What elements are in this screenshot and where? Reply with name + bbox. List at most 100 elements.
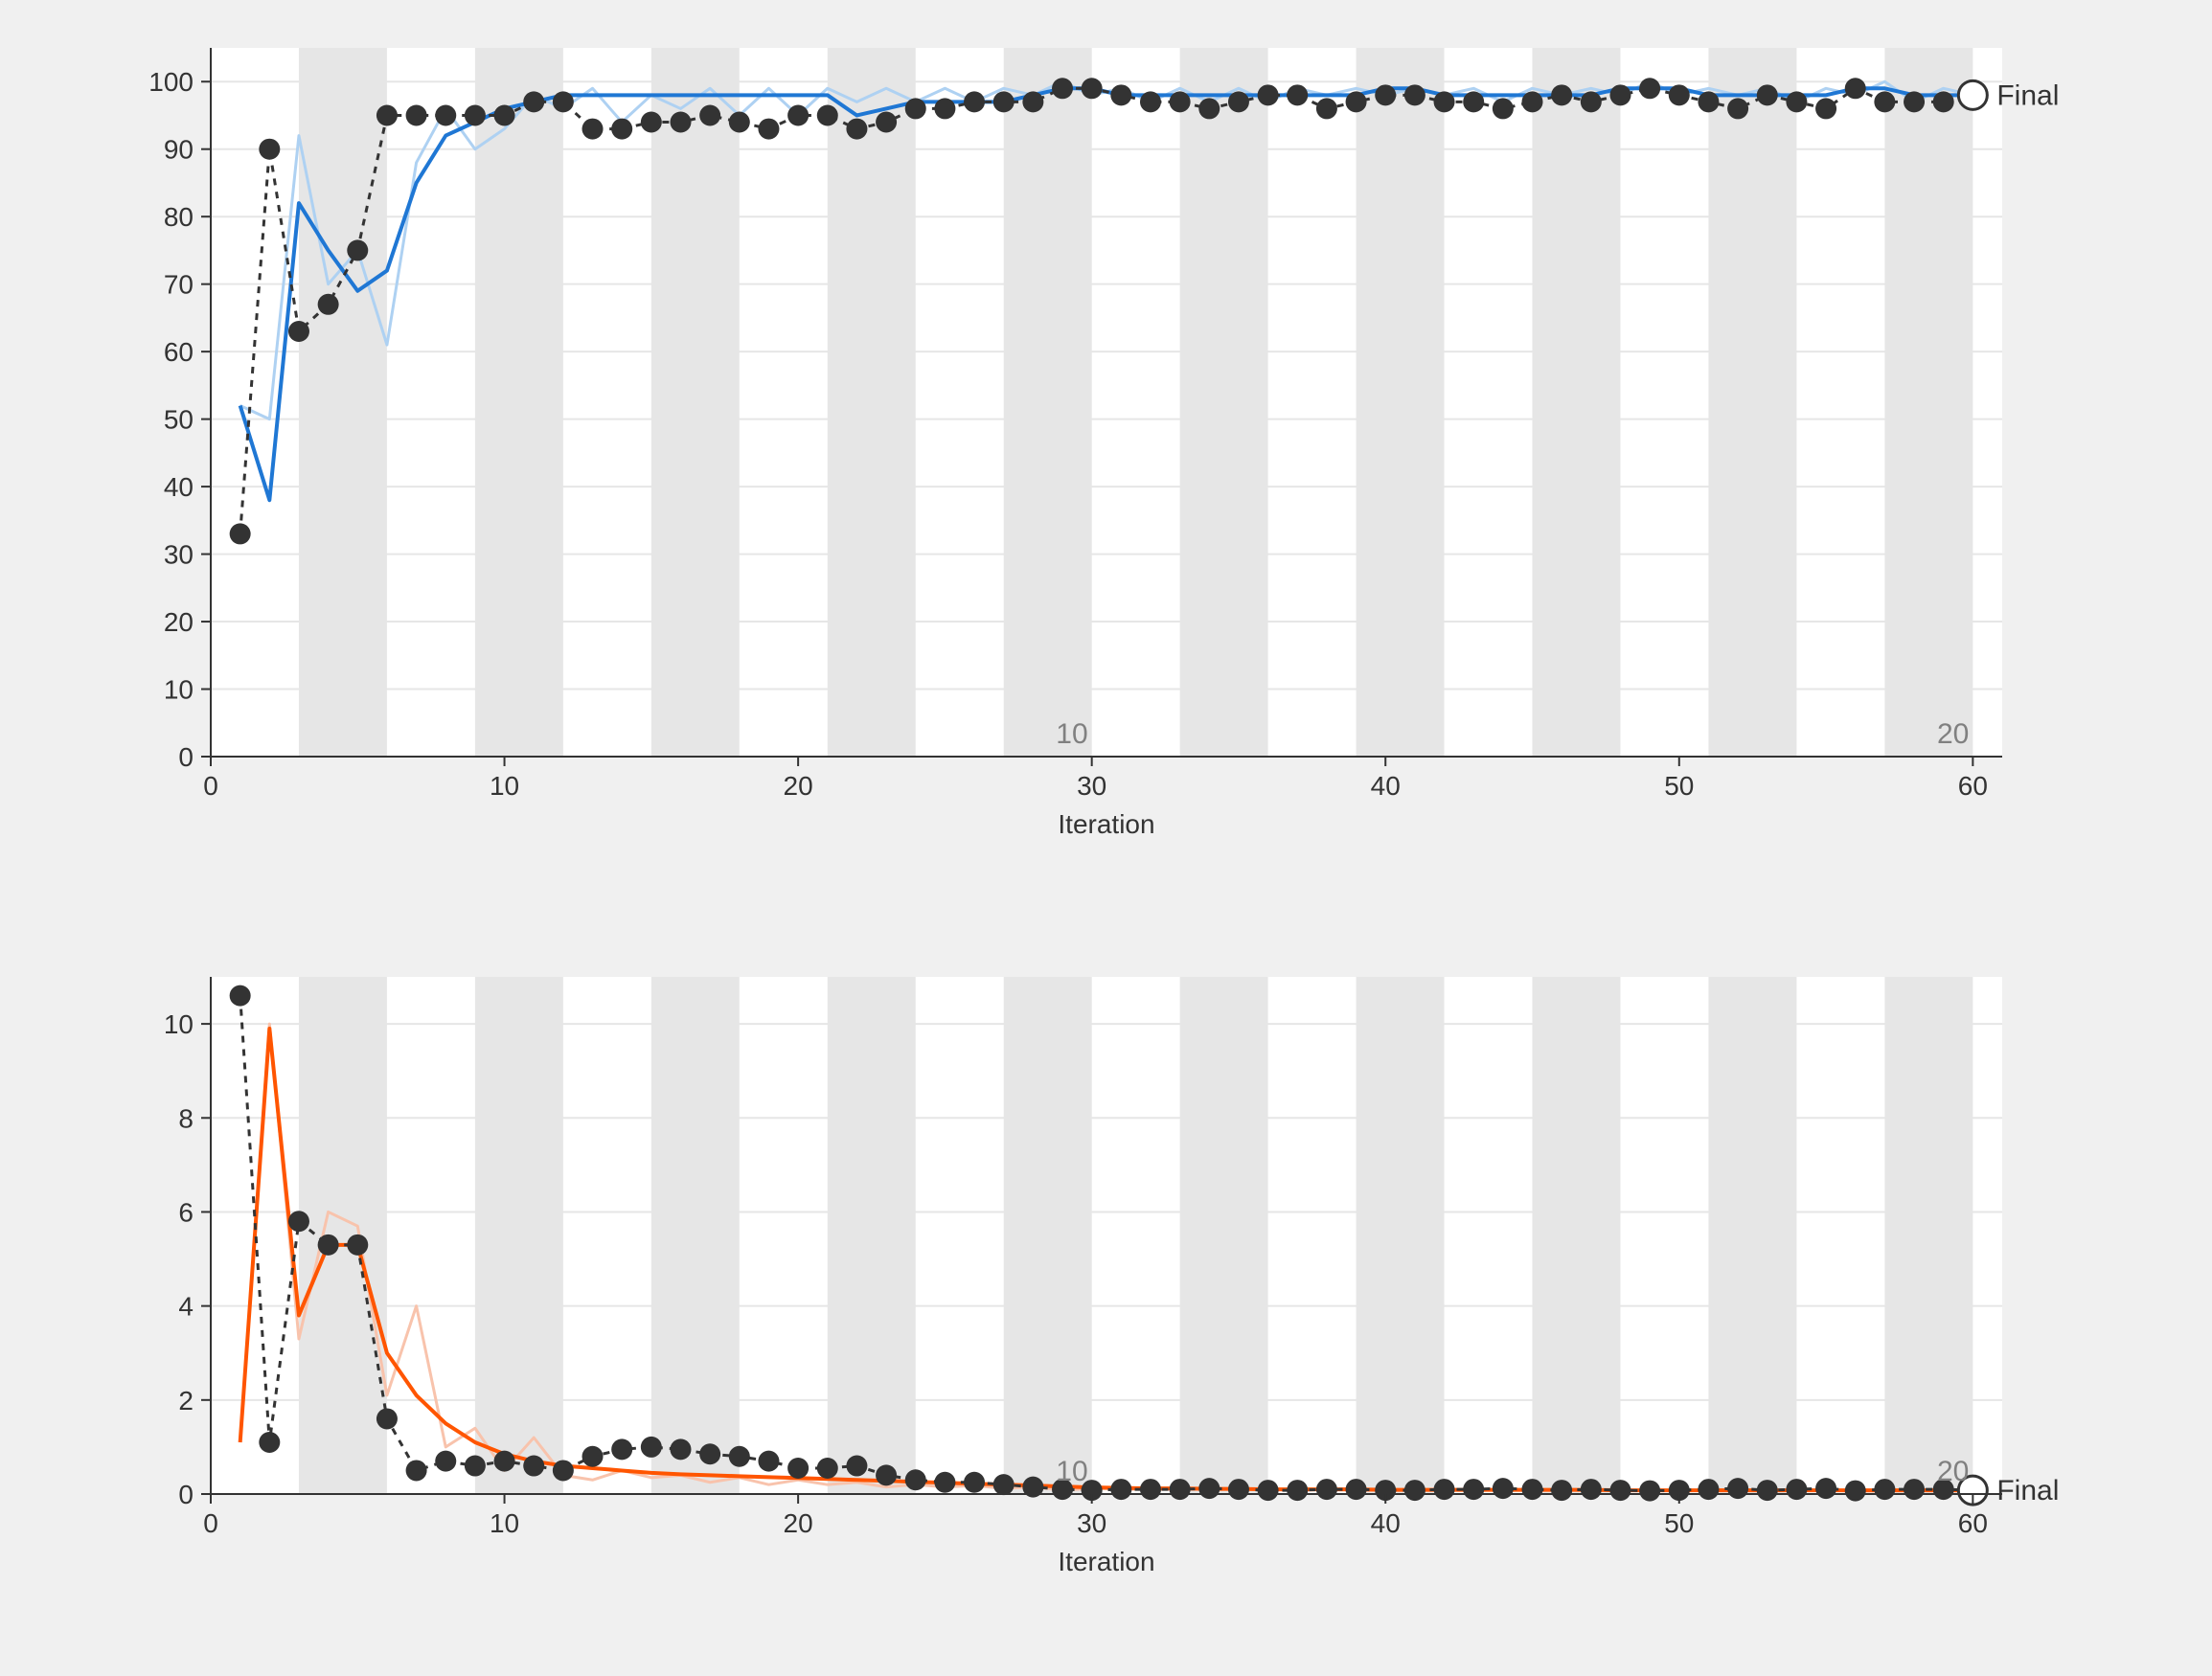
validation-marker (641, 112, 662, 133)
validation-marker (876, 1464, 897, 1485)
validation-marker (465, 104, 486, 125)
epoch-band (1533, 48, 1621, 757)
validation-marker (993, 91, 1015, 112)
validation-marker (1669, 84, 1690, 105)
validation-marker (1581, 91, 1602, 112)
validation-marker (318, 1234, 339, 1256)
validation-marker (1110, 84, 1131, 105)
validation-marker (1228, 91, 1249, 112)
y-tick-label: 4 (178, 1292, 194, 1322)
validation-marker (1815, 1478, 1836, 1499)
validation-marker (993, 1474, 1015, 1495)
epoch-band (1180, 48, 1268, 757)
validation-marker (1874, 91, 1895, 112)
epoch-band (475, 48, 563, 757)
validation-marker (376, 1408, 398, 1429)
x-tick-label: 50 (1664, 1508, 1694, 1538)
validation-marker (729, 1446, 750, 1467)
validation-marker (376, 104, 398, 125)
validation-marker (699, 1443, 720, 1464)
final-label: Final (1996, 1475, 2059, 1506)
x-tick-label: 50 (1664, 771, 1694, 801)
validation-marker (964, 91, 985, 112)
validation-marker (1052, 78, 1073, 99)
y-tick-label: 60 (164, 337, 194, 367)
validation-marker (934, 98, 955, 119)
validation-marker (611, 1438, 632, 1460)
y-tick-label: 50 (164, 405, 194, 435)
validation-marker (787, 1458, 809, 1479)
validation-marker (406, 1460, 427, 1481)
validation-marker (523, 1456, 544, 1477)
epoch-band (651, 48, 740, 757)
y-tick-label: 10 (164, 675, 194, 705)
validation-marker (964, 1472, 985, 1493)
validation-marker (230, 985, 251, 1007)
validation-marker (1727, 1478, 1748, 1499)
y-tick-label: 10 (164, 1009, 194, 1039)
validation-marker (1845, 1481, 1866, 1502)
x-tick-label: 20 (784, 1508, 813, 1538)
validation-marker (1287, 1480, 1308, 1501)
validation-marker (1493, 1478, 1514, 1499)
final-label: Final (1996, 79, 2059, 111)
validation-marker (1874, 1479, 1895, 1500)
validation-marker (1757, 84, 1778, 105)
x-axis-label: Iteration (1058, 1547, 1154, 1576)
validation-marker (465, 1456, 486, 1477)
validation-marker (1170, 91, 1191, 112)
validation-marker (1463, 1479, 1484, 1500)
validation-marker (905, 1469, 926, 1490)
validation-marker (1551, 1480, 1572, 1501)
x-tick-label: 30 (1077, 1508, 1106, 1538)
validation-marker (905, 98, 926, 119)
epoch-band (1884, 977, 1973, 1494)
validation-marker (641, 1437, 662, 1458)
validation-marker (817, 104, 838, 125)
validation-marker (230, 523, 251, 544)
validation-marker (611, 119, 632, 140)
validation-marker (553, 91, 574, 112)
x-tick-label: 40 (1371, 1508, 1401, 1538)
y-tick-label: 2 (178, 1386, 194, 1416)
epoch-band (1357, 48, 1445, 757)
validation-marker (288, 1211, 309, 1232)
validation-marker (1375, 84, 1396, 105)
y-tick-label: 0 (178, 742, 194, 772)
x-tick-label: 40 (1371, 771, 1401, 801)
validation-marker (1316, 1479, 1337, 1500)
final-marker (1958, 80, 1987, 109)
validation-marker (1170, 1479, 1191, 1500)
y-tick-label: 20 (164, 607, 194, 637)
epoch-band (651, 977, 740, 1494)
x-tick-label: 20 (784, 771, 813, 801)
validation-marker (1287, 84, 1308, 105)
epoch-band (1533, 977, 1621, 1494)
epoch-band (828, 48, 916, 757)
validation-marker (582, 119, 604, 140)
epoch-band (475, 977, 563, 1494)
x-tick-label: 60 (1958, 1508, 1988, 1538)
epoch-band (299, 977, 387, 1494)
validation-marker (846, 1456, 867, 1477)
validation-marker (259, 139, 280, 160)
validation-marker (670, 1438, 691, 1460)
validation-marker (1815, 98, 1836, 119)
epoch-band (1884, 48, 1973, 757)
validation-marker (1463, 91, 1484, 112)
epoch-band (828, 977, 916, 1494)
validation-marker (1639, 1481, 1660, 1502)
validation-marker (553, 1460, 574, 1481)
validation-marker (347, 239, 368, 260)
y-tick-label: 90 (164, 135, 194, 165)
validation-marker (406, 104, 427, 125)
validation-marker (1404, 84, 1425, 105)
epoch-label: 10 (1056, 718, 1087, 750)
validation-marker (1140, 91, 1161, 112)
y-tick-label: 6 (178, 1197, 194, 1227)
validation-marker (1786, 1479, 1807, 1500)
validation-marker (1551, 84, 1572, 105)
y-tick-label: 80 (164, 202, 194, 232)
x-tick-label: 0 (203, 771, 218, 801)
validation-marker (1493, 98, 1514, 119)
